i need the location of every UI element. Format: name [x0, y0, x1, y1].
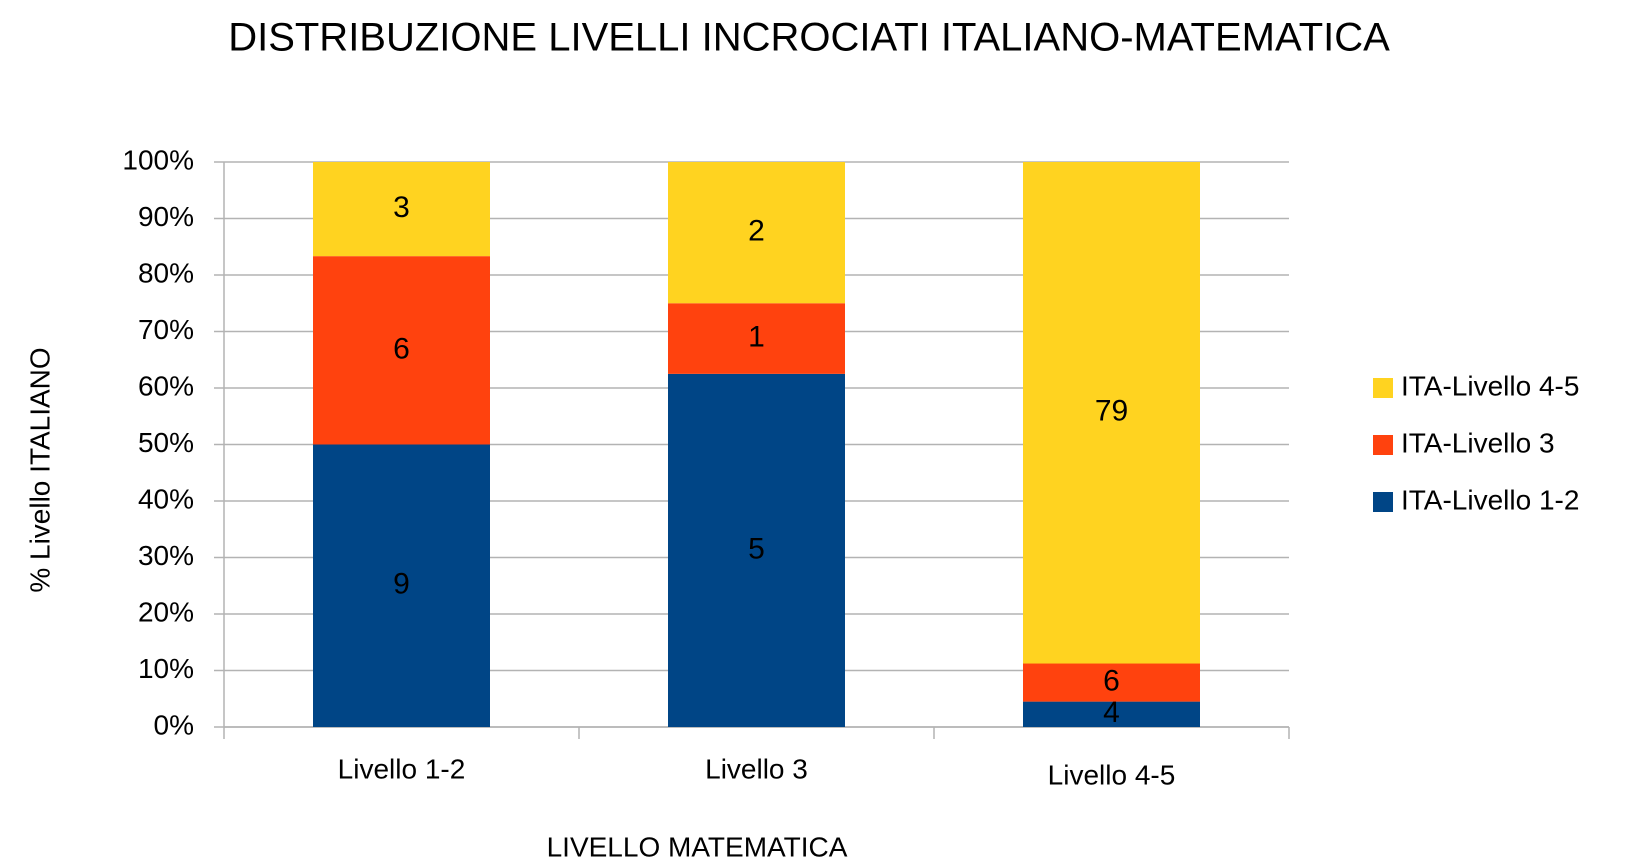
chart-title: DISTRIBUZIONE LIVELLI INCROCIATI ITALIAN… — [228, 16, 1390, 60]
bar-segment — [313, 256, 490, 445]
y-tick-label: 10% — [138, 653, 194, 684]
legend-label: ITA-Livello 4-5 — [1401, 370, 1579, 401]
legend-swatch — [1373, 378, 1393, 398]
y-tick-label: 40% — [138, 483, 194, 514]
bar-segment — [1023, 701, 1200, 727]
data-label: 2 — [748, 215, 765, 248]
data-label: 79 — [1095, 395, 1128, 428]
legend-swatch — [1373, 435, 1393, 455]
bar-segment — [313, 444, 490, 727]
x-tick-label: Livello 4-5 — [1048, 759, 1176, 790]
bar-segment — [1023, 663, 1200, 702]
legend-swatch — [1373, 492, 1393, 512]
x-tick-label: Livello 3 — [705, 753, 808, 784]
y-tick-label: 70% — [138, 314, 194, 345]
y-tick-label: 20% — [138, 596, 194, 627]
bar-segment — [668, 373, 845, 727]
data-label: 6 — [393, 332, 410, 365]
x-tick-label: Livello 1-2 — [338, 753, 466, 784]
data-label: 4 — [1103, 696, 1120, 729]
legend-label: ITA-Livello 3 — [1401, 427, 1555, 458]
data-label: 1 — [748, 320, 765, 353]
y-tick-label: 80% — [138, 257, 194, 288]
x-axis-label: LIVELLO MATEMATICA — [547, 831, 848, 862]
y-axis-label: % Livello ITALIANO — [24, 347, 55, 592]
y-tick-label: 60% — [138, 370, 194, 401]
y-tick-label: 0% — [154, 709, 194, 740]
data-label: 6 — [1103, 664, 1120, 697]
data-label: 5 — [748, 532, 765, 565]
y-tick-label: 50% — [138, 427, 194, 458]
y-tick-label: 90% — [138, 201, 194, 232]
data-label: 9 — [393, 568, 410, 601]
bar-segment — [313, 162, 490, 257]
y-tick-label: 30% — [138, 540, 194, 571]
data-label: 3 — [393, 191, 410, 224]
bar-segment — [668, 162, 845, 304]
y-tick-label: 100% — [122, 144, 194, 175]
legend-label: ITA-Livello 1-2 — [1401, 484, 1579, 515]
bar-segment — [1023, 162, 1200, 664]
bar-segment — [668, 303, 845, 374]
